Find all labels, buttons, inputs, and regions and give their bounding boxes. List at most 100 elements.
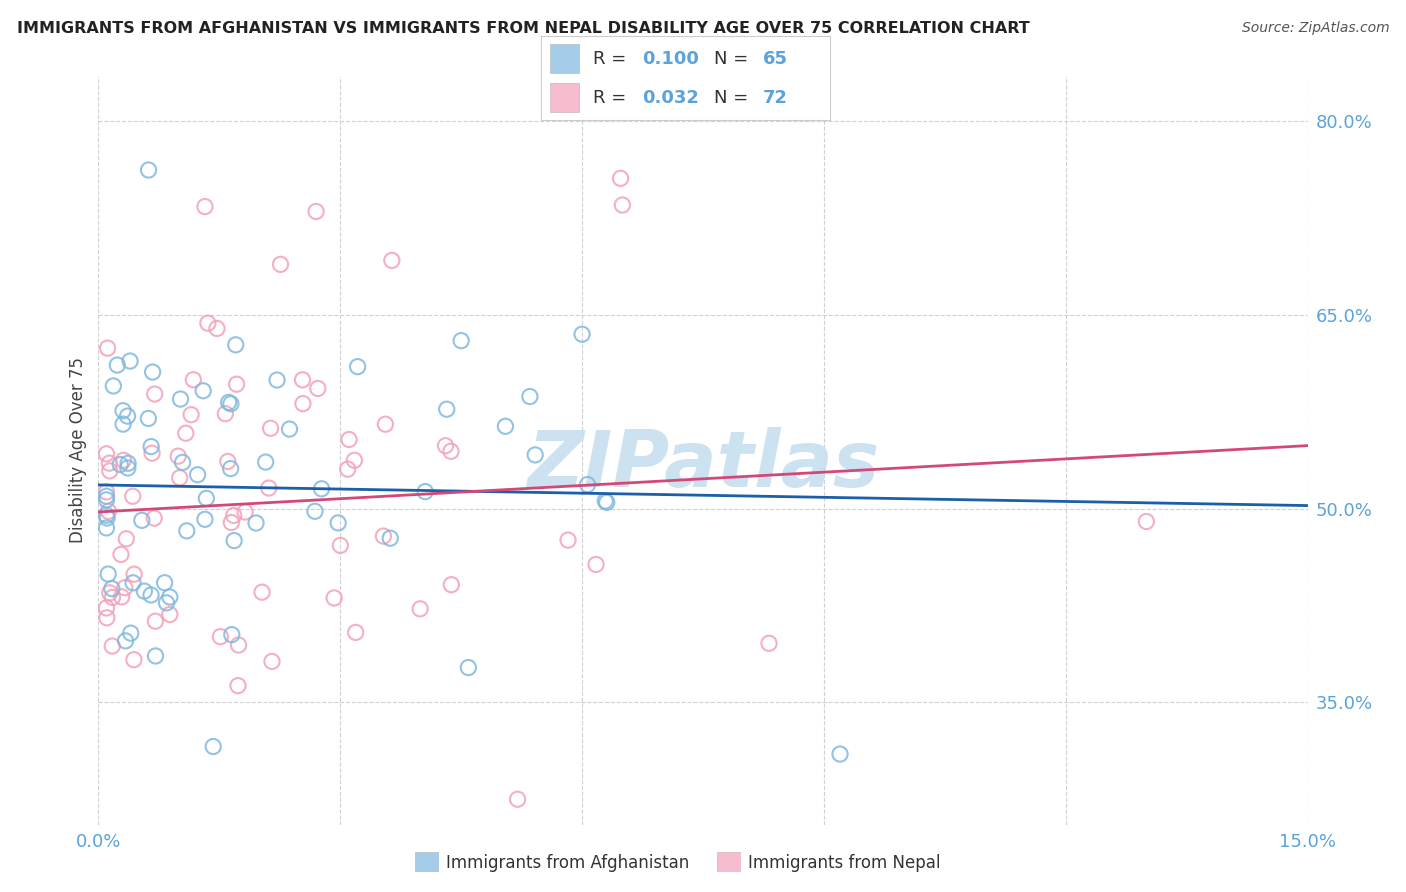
Point <box>143 511 166 525</box>
Text: 72: 72 <box>763 88 789 106</box>
Point <box>139 588 162 602</box>
Point <box>440 444 463 458</box>
Point <box>194 512 217 526</box>
Point <box>260 655 283 669</box>
Point <box>233 505 256 519</box>
Point <box>142 365 165 379</box>
Point <box>224 533 246 548</box>
Point <box>278 422 301 436</box>
Point <box>585 558 607 572</box>
Point <box>219 461 242 475</box>
Point <box>114 633 136 648</box>
Point <box>195 491 218 506</box>
Point <box>97 567 120 582</box>
Point <box>758 636 780 650</box>
Point <box>98 456 121 470</box>
Point <box>337 433 360 447</box>
Point <box>374 417 396 432</box>
Point <box>291 373 314 387</box>
Point <box>138 163 160 178</box>
Text: 0.032: 0.032 <box>643 88 699 106</box>
Point <box>187 467 209 482</box>
Point <box>183 373 205 387</box>
Point <box>169 392 191 406</box>
Point <box>202 739 225 754</box>
FancyBboxPatch shape <box>550 44 579 73</box>
Point <box>336 462 359 476</box>
Point <box>122 567 145 582</box>
Text: N =: N = <box>714 50 754 68</box>
Point <box>98 464 121 478</box>
Point <box>114 581 136 595</box>
Point <box>97 341 120 355</box>
Point <box>593 494 616 508</box>
Point <box>134 584 156 599</box>
Text: IMMIGRANTS FROM AFGHANISTAN VS IMMIGRANTS FROM NEPAL DISABILITY AGE OVER 75 CORR: IMMIGRANTS FROM AFGHANISTAN VS IMMIGRANT… <box>17 21 1029 36</box>
Point <box>121 489 143 503</box>
Point <box>153 575 176 590</box>
Point <box>426 854 449 868</box>
FancyBboxPatch shape <box>550 83 579 112</box>
Point <box>250 585 273 599</box>
Point <box>209 630 232 644</box>
Point <box>266 373 288 387</box>
Point <box>159 590 181 604</box>
Point <box>557 533 579 548</box>
Point <box>413 484 436 499</box>
Point <box>218 395 240 409</box>
Point <box>155 596 177 610</box>
Point <box>117 409 139 424</box>
Text: 65: 65 <box>763 50 789 68</box>
Point <box>304 504 326 518</box>
Point <box>225 338 247 352</box>
Point <box>373 529 395 543</box>
Point <box>494 419 516 434</box>
Point <box>228 638 250 652</box>
Point <box>101 639 124 653</box>
Point <box>245 516 267 530</box>
Point <box>436 402 458 417</box>
Point <box>328 516 350 530</box>
Point <box>259 421 281 435</box>
Point <box>98 586 121 600</box>
Point <box>112 417 135 431</box>
Point <box>120 354 142 368</box>
Point <box>307 381 329 395</box>
Point <box>112 453 135 467</box>
Point <box>194 200 217 214</box>
Point <box>524 448 547 462</box>
Point <box>1135 515 1157 529</box>
Text: Immigrants from Afghanistan: Immigrants from Afghanistan <box>446 854 689 871</box>
Text: R =: R = <box>593 88 633 106</box>
Point <box>205 321 228 335</box>
Point <box>214 407 236 421</box>
Text: R =: R = <box>593 50 633 68</box>
Point <box>96 601 118 615</box>
Point <box>596 495 619 509</box>
Point <box>344 625 367 640</box>
Point <box>112 403 135 417</box>
Point <box>221 627 243 641</box>
Point <box>291 396 314 410</box>
Point <box>270 257 292 271</box>
Point <box>219 397 242 411</box>
Point <box>172 455 194 469</box>
Point <box>96 489 118 503</box>
Point <box>828 747 851 761</box>
Point <box>440 577 463 591</box>
Point <box>141 446 163 460</box>
Point <box>96 508 118 523</box>
Point <box>96 611 118 625</box>
Point <box>96 511 118 525</box>
Point <box>193 384 215 398</box>
Point <box>145 648 167 663</box>
Point <box>103 379 125 393</box>
Point <box>254 455 277 469</box>
Point <box>305 204 328 219</box>
Point <box>117 461 139 475</box>
Point <box>221 516 243 530</box>
Point <box>346 359 368 374</box>
Point <box>222 508 245 523</box>
Point <box>105 358 128 372</box>
Point <box>609 171 631 186</box>
